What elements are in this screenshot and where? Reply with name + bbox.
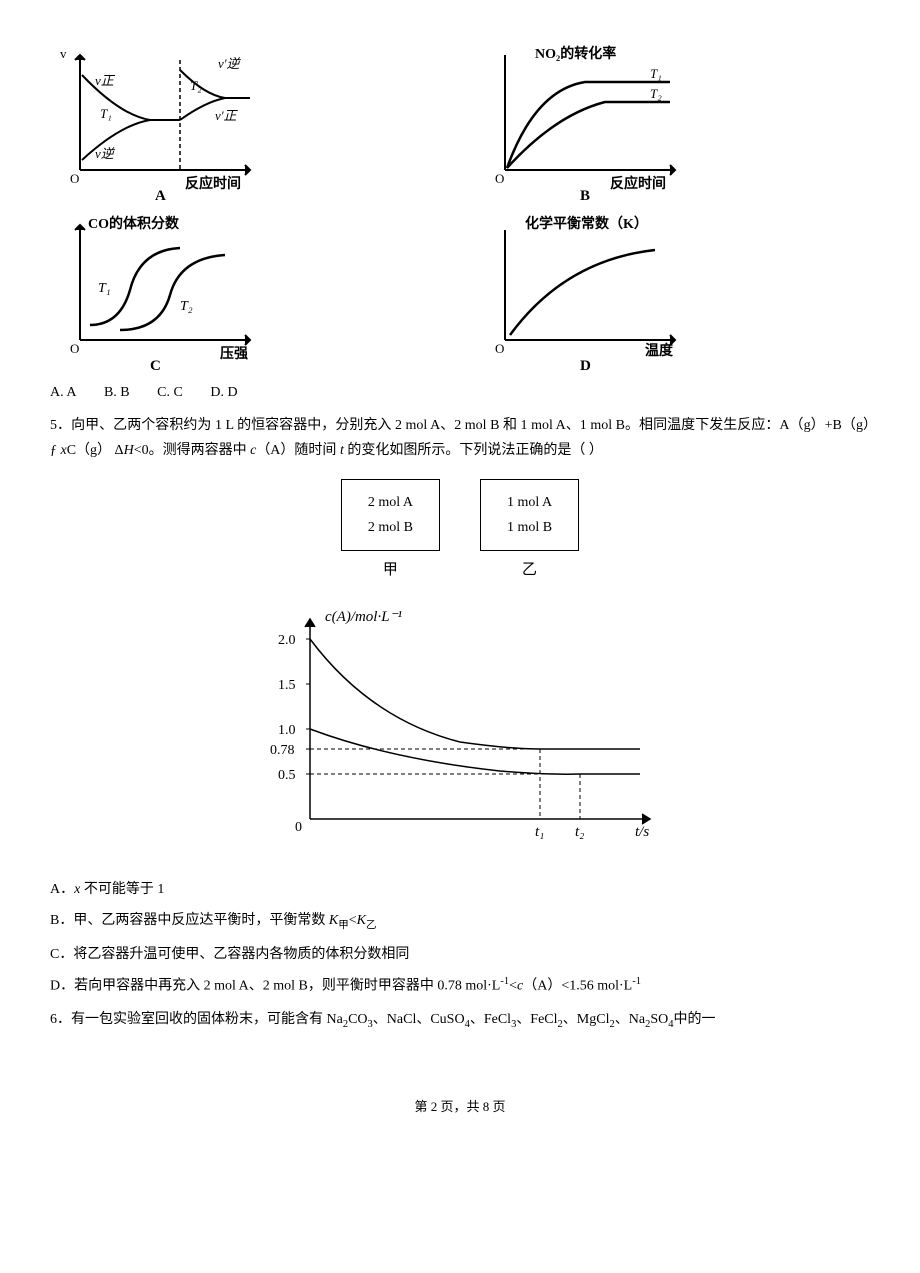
chart-a-lbl-t2: T₂ xyxy=(190,78,202,93)
q5-t4: （A）随时间 xyxy=(256,443,340,458)
q6-t2: CO xyxy=(348,1012,367,1027)
optD-mid: < xyxy=(509,979,517,994)
optD-sup1: -1 xyxy=(500,976,509,987)
q6-t8: SO xyxy=(650,1012,668,1027)
charts-row-1: v v正 T₁ v逆 v'逆 T₂ v'正 O 反应时间 A NO₂的转化率 T… xyxy=(50,40,870,200)
optA-t1: 不可能等于 1 xyxy=(80,882,164,897)
q6-t6: 、MgCl xyxy=(563,1012,610,1027)
optB-mid: < xyxy=(349,913,357,928)
chart-b-t1: T₁ xyxy=(650,66,662,81)
q6-text: 6．有一包实验室回收的固体粉末，可能含有 Na2CO3、NaCl、CuSO4、F… xyxy=(50,1007,870,1035)
q4-opt-c: C. C xyxy=(157,385,183,400)
q5-t3: <0。测得两容器中 xyxy=(134,443,250,458)
chart-b-xaxis: 反应时间 xyxy=(610,175,666,192)
box-yi-l2: 1 mol B xyxy=(507,515,552,540)
chart-c-origin: O xyxy=(70,341,79,356)
chart-b-label: B xyxy=(580,188,590,200)
q5-t2: C（g） Δ xyxy=(67,443,124,458)
box-yi-l1: 1 mol A xyxy=(507,490,552,515)
box-yi-label: 乙 xyxy=(480,557,579,584)
q6-t5: 、FeCl xyxy=(516,1012,557,1027)
q6-t9: 中的一 xyxy=(673,1012,715,1027)
chart-b-origin: O xyxy=(495,171,504,186)
chart-a-xaxis: 反应时间 xyxy=(185,175,241,192)
optB-prefix: B．甲、乙两容器中反应达平衡时，平衡常数 xyxy=(50,913,329,928)
chart-a-lbl-vzheng: v正 xyxy=(95,73,116,88)
q4-opt-b: B. B xyxy=(104,385,130,400)
chart-c-label: C xyxy=(150,358,161,370)
q6-t1: 有一包实验室回收的固体粉末，可能含有 Na xyxy=(71,1012,343,1027)
curve-lower xyxy=(310,729,640,774)
q5-num: 5． xyxy=(50,418,71,433)
q4-opt-d: D. D xyxy=(210,385,237,400)
optC-prefix: C．将乙容器升温可使甲、乙容器内各物质的体积分数相同 xyxy=(50,947,409,962)
box-jia: 2 mol A 2 mol B xyxy=(341,479,440,551)
q5-t5: 的变化如图所示。下列说法正确的是（ ） xyxy=(344,443,603,458)
chart-b-title: NO₂的转化率 xyxy=(535,45,616,62)
chart-c: CO的体积分数 T₁ T₂ O 压强 C xyxy=(50,210,445,370)
chart-c-t2: T₂ xyxy=(180,299,193,314)
q4-opt-a: A. A xyxy=(50,385,76,400)
chart-a-lbl-t1: T₁ xyxy=(100,106,112,121)
optD-sup2: -1 xyxy=(632,976,641,987)
box-jia-label: 甲 xyxy=(341,557,440,584)
chart-c-title: CO的体积分数 xyxy=(88,215,180,232)
box-yi: 1 mol A 1 mol B xyxy=(480,479,579,551)
box-jia-wrap: 2 mol A 2 mol B 甲 xyxy=(341,479,440,584)
optB-k1: K xyxy=(329,913,338,928)
optA-prefix: A． xyxy=(50,882,74,897)
xtick-t2: t₂ xyxy=(575,824,584,840)
q5-opt-b: B．甲、乙两容器中反应达平衡时，平衡常数 K甲<K乙 xyxy=(50,908,870,936)
chart-b: NO₂的转化率 T₁ T₂ O 反应时间 B xyxy=(475,40,870,200)
ytick-1.0: 1.0 xyxy=(278,723,296,738)
q6-t7: 、Na xyxy=(615,1012,645,1027)
main-chart: 2.0 1.5 1.0 0.78 0.5 0 t₁ t₂ t/s c(A)/mo… xyxy=(50,599,870,859)
q5-opt-a: A．x 不可能等于 1 xyxy=(50,877,870,902)
ytick-0.5: 0.5 xyxy=(278,768,296,783)
chart-a: v v正 T₁ v逆 v'逆 T₂ v'正 O 反应时间 A xyxy=(50,40,445,200)
charts-row-2: CO的体积分数 T₁ T₂ O 压强 C 化学平衡常数（K） O 温度 D xyxy=(50,210,870,370)
chart-a-origin: O xyxy=(70,171,79,186)
optB-s2: 乙 xyxy=(366,920,377,931)
chart-a-yaxis: v xyxy=(60,46,67,61)
chart-d-xaxis: 温度 xyxy=(645,342,674,359)
chart-c-xaxis: 压强 xyxy=(220,346,248,362)
chart-d-title: 化学平衡常数（K） xyxy=(525,215,648,232)
page-footer: 第 2 页，共 8 页 xyxy=(50,1095,870,1118)
q5-text: 5．向甲、乙两个容积约为 1 L 的恒容容器中，分别充入 2 mol A、2 m… xyxy=(50,413,870,463)
chart-a-lbl-vni: v逆 xyxy=(95,146,116,161)
q6-num: 6． xyxy=(50,1012,71,1027)
ytick-1.5: 1.5 xyxy=(278,678,296,693)
chart-d-label: D xyxy=(580,358,591,370)
chart-d-origin: O xyxy=(495,341,504,356)
xtick-t1: t₁ xyxy=(535,824,544,840)
box-jia-l2: 2 mol B xyxy=(368,515,413,540)
optB-s1: 甲 xyxy=(338,920,349,931)
yaxis-label: c(A)/mol·L⁻¹ xyxy=(325,609,402,625)
chart-a-label: A xyxy=(155,188,166,200)
ytick-0.78: 0.78 xyxy=(270,743,295,758)
ytick-2.0: 2.0 xyxy=(278,633,296,648)
chart-b-t2: T₂ xyxy=(650,86,662,101)
optD-prefix: D．若向甲容器中再充入 2 mol A、2 mol B，则平衡时甲容器中 0.7… xyxy=(50,979,500,994)
q6-t4: 、FeCl xyxy=(470,1012,511,1027)
optB-k2: K xyxy=(357,913,366,928)
q4-options: A. A B. B C. C D. D xyxy=(50,380,870,405)
q5-opt-c: C．将乙容器升温可使甲、乙容器内各物质的体积分数相同 xyxy=(50,942,870,967)
ytick-0: 0 xyxy=(295,820,302,835)
box-yi-wrap: 1 mol A 1 mol B 乙 xyxy=(480,479,579,584)
optD-t2: （A）<1.56 mol·L xyxy=(523,979,632,994)
box-jia-l1: 2 mol A xyxy=(368,490,413,515)
xaxis-label: t/s xyxy=(635,824,649,840)
chart-a-lbl-vzheng2: v'正 xyxy=(215,108,239,123)
boxes-row: 2 mol A 2 mol B 甲 1 mol A 1 mol B 乙 xyxy=(50,479,870,584)
curve-upper xyxy=(310,639,640,749)
q5-opt-d: D．若向甲容器中再充入 2 mol A、2 mol B，则平衡时甲容器中 0.7… xyxy=(50,973,870,999)
chart-c-t1: T₁ xyxy=(98,281,111,296)
q6-t3: 、NaCl、CuSO xyxy=(373,1012,465,1027)
q5-H: H xyxy=(124,443,134,458)
chart-a-lbl-vni2: v'逆 xyxy=(218,56,242,71)
chart-d: 化学平衡常数（K） O 温度 D xyxy=(475,210,870,370)
